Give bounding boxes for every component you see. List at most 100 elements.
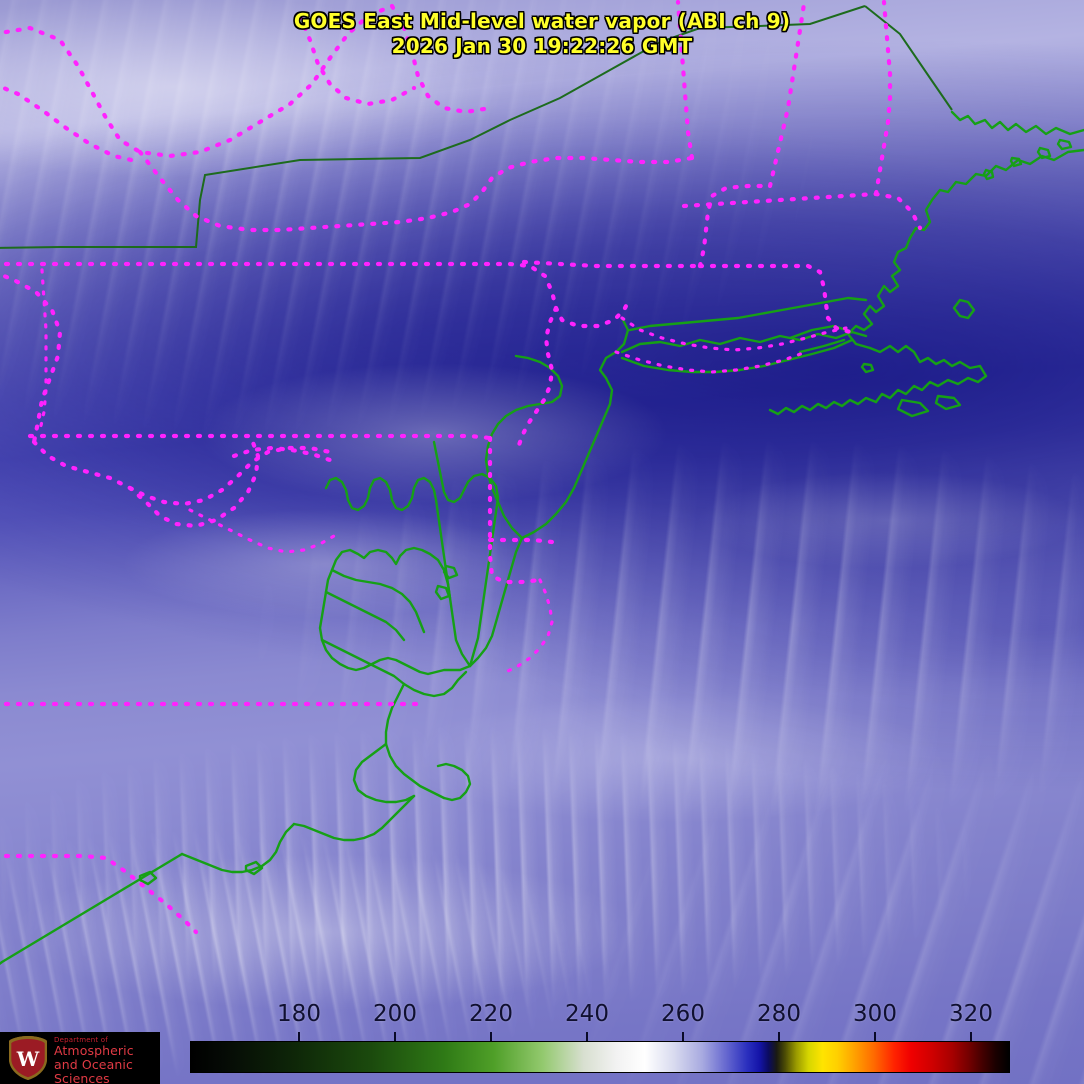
colorbar-tick-200 <box>394 1032 396 1041</box>
james-river <box>320 638 406 686</box>
carolina-inlet-a <box>244 860 264 876</box>
colorbar-gradient <box>190 1041 1010 1073</box>
massachusetts-north-border <box>681 191 923 231</box>
virginia-westvirginia-border <box>127 445 333 507</box>
colorbar-label-220: 220 <box>469 1001 513 1027</box>
ontario-boundary-1 <box>0 3 395 159</box>
maine-coastline <box>950 110 1084 136</box>
colorbar-tick-280 <box>778 1032 780 1041</box>
colorbar-tick-220 <box>490 1032 492 1041</box>
vermont-newhampshire-border <box>767 1 807 189</box>
colorbar-label-240: 240 <box>565 1001 609 1027</box>
uw-aos-logo: W Department of Atmospheric and Oceanic … <box>0 1032 160 1084</box>
southern-new-england-coast <box>768 396 878 416</box>
us-canada-border-east <box>864 5 953 111</box>
us-canada-border <box>0 5 866 249</box>
cape-fear-coast <box>180 822 296 874</box>
new-jersey-coast <box>520 376 614 540</box>
upper-chesapeake <box>324 476 452 600</box>
cape-hatteras <box>436 762 472 802</box>
colorbar-label-260: 260 <box>661 1001 705 1027</box>
logo-dept-line: Department of <box>54 1036 108 1044</box>
maine-island-c <box>982 168 995 181</box>
hampton-roads-coast <box>402 670 468 698</box>
nantucket <box>934 394 962 411</box>
svg-text:W: W <box>16 1047 40 1071</box>
westvirginia-border <box>31 437 261 529</box>
colorbar-label-200: 200 <box>373 1001 417 1027</box>
northcarolina-southcarolina-border <box>0 853 199 935</box>
pennsylvania-maryland-border <box>27 433 493 441</box>
downeast-maine-coast <box>908 148 1084 240</box>
block-island <box>860 362 875 374</box>
logo-name-line-2: and Oceanic Sciences <box>54 1057 133 1084</box>
logo-name-line-1: Atmospheric <box>54 1043 134 1058</box>
colorbar: 180 200 220 240 260 280 300 320 <box>190 1001 1010 1073</box>
ontario-boundary-4 <box>297 13 417 107</box>
chesapeake-western-shore <box>318 546 472 676</box>
south-carolina-coast <box>0 852 184 965</box>
connecticut-massachusetts-border <box>697 263 853 335</box>
potomac-river <box>330 568 426 634</box>
ontario-boundary-3 <box>0 84 143 165</box>
colorbar-label-180: 180 <box>277 1001 321 1027</box>
pamlico-sound-inner <box>352 742 416 804</box>
colorbar-tick-260 <box>682 1032 684 1041</box>
colorbar-tick-300 <box>874 1032 876 1041</box>
marthas-vineyard <box>896 398 930 418</box>
colorbar-tick-320 <box>970 1032 972 1041</box>
maine-island-d <box>1056 138 1073 151</box>
cape-cod-coast <box>868 344 988 404</box>
cape-cod-hook <box>952 298 976 320</box>
new-york-pennsylvania-border <box>0 261 633 329</box>
colorbar-label-300: 300 <box>853 1001 897 1027</box>
pennsylvania-west-border <box>38 268 48 432</box>
long-island-south-shore <box>620 338 854 374</box>
ohio-westvirginia-border <box>0 272 63 445</box>
nyc-area-boundary <box>620 316 848 352</box>
new-york-vermont-boundary <box>675 0 695 161</box>
logo-text-block: Department of Atmospheric and Oceanic Sc… <box>54 1036 158 1084</box>
delmarva-bay-shore <box>432 440 500 668</box>
rappahannock-river <box>324 590 406 642</box>
colorbar-tick-240 <box>586 1032 588 1041</box>
colorbar-label-280: 280 <box>757 1001 801 1027</box>
colorbar-label-320: 320 <box>949 1001 993 1027</box>
newhampshire-maine-border <box>873 0 893 197</box>
north-carolina-coast <box>292 794 416 842</box>
long-island-boundary-south <box>614 350 808 374</box>
new-york-boundary-north <box>137 149 695 233</box>
ontario-boundary-2 <box>389 3 493 115</box>
long-island-north-shore <box>620 330 868 354</box>
maryland-virginia-potomac <box>188 508 336 554</box>
connecticut-coast <box>628 296 868 332</box>
smith-island <box>442 564 459 580</box>
new-york-harbor <box>598 316 630 380</box>
uw-crest-icon: W <box>9 1036 47 1080</box>
pennsylvania-new-jersey-border <box>515 305 559 451</box>
maryland-westvirginia-panhandle <box>231 445 333 463</box>
virginia-maryland-eastern-shore <box>504 578 554 674</box>
outer-banks-coast <box>384 682 446 800</box>
new-york-new-jersey-border <box>521 259 703 269</box>
new-england-coast <box>846 236 912 350</box>
tangier-island <box>434 584 451 601</box>
maine-island-b <box>1009 156 1023 168</box>
maryland-delaware-border <box>487 435 543 585</box>
delaware-bay-north <box>484 354 564 540</box>
colorbar-tick-180 <box>298 1032 300 1041</box>
delaware-south-border <box>487 537 555 545</box>
carolina-inlet-b <box>138 870 158 886</box>
maine-island-a <box>1036 146 1052 160</box>
new-york-connecticut-border <box>697 183 773 269</box>
